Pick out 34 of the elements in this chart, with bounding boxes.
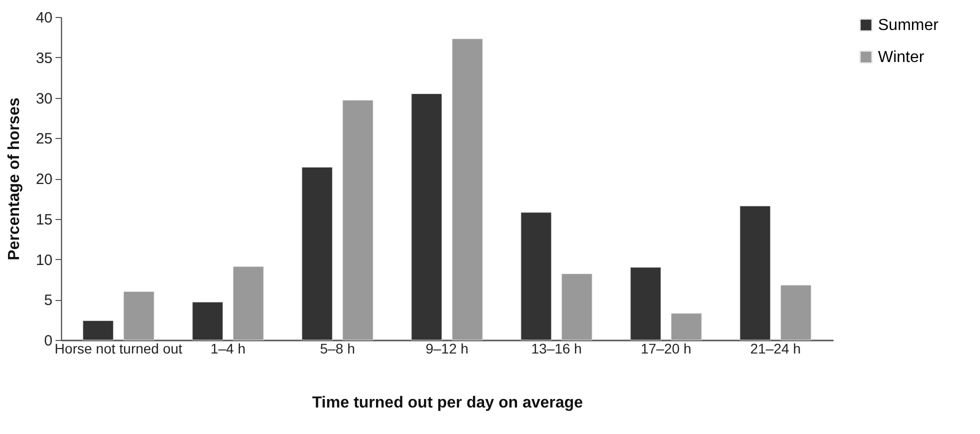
y-tick-label: 40 [36,10,52,26]
y-tick-label: 15 [36,211,52,228]
bar [82,320,114,340]
bar [123,291,154,340]
x-tick-label: 9–12 h [426,340,468,356]
x-tick-label: 1–4 h [210,340,246,356]
bar [740,206,771,340]
legend-label: Winter [878,49,925,66]
x-tick-label: 5–8 h [320,340,356,356]
bar [342,100,374,340]
bar [670,313,702,340]
x-tick-label: Horse not turned out [54,340,182,356]
bar [232,266,264,340]
x-axis-title: Time turned out per day on average [312,394,584,412]
x-tick-label: 13–16 h [531,340,582,356]
bar [630,267,662,340]
y-tick-label: 20 [36,171,52,188]
y-tick-label: 30 [36,90,52,108]
bar [411,93,442,340]
bar [192,302,224,340]
y-tick-label: 25 [36,130,52,148]
y-tick-label: 5 [44,292,52,310]
y-axis-title: Percentage of horses [6,98,23,260]
legend-label: Summer [878,17,940,34]
x-tick-label: 17–20 h [640,340,692,356]
y-tick-label: 0 [44,332,52,350]
x-tick-label: 21–24 h [750,340,801,356]
bar [561,274,592,340]
y-tick-label: 10 [36,252,52,269]
bar [780,284,812,340]
y-tick-label: 35 [36,50,52,67]
bar [520,212,552,340]
bar [452,38,483,340]
bar [302,166,333,340]
